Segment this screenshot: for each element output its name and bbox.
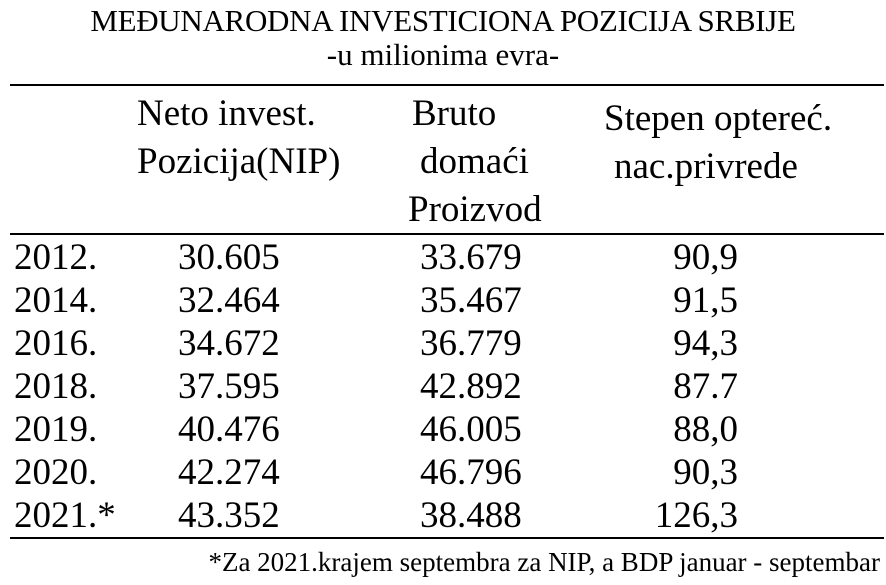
table-row: 2020. 42.274 46.796 90,3: [0, 451, 886, 494]
table-row: 2014. 32.464 35.467 91,5: [0, 279, 886, 322]
header-rule: [10, 233, 884, 235]
footnote: *Za 2021.krajem septembra za NIP, a BDP …: [208, 547, 880, 577]
year-cell: 2021.*: [14, 495, 116, 536]
header-bdp-line-1: Bruto: [412, 93, 497, 134]
nip-cell: 42.274: [178, 452, 280, 493]
bottom-rule: [10, 537, 884, 539]
stepen-cell: 90,3: [673, 452, 738, 493]
year-cell: 2014.: [14, 280, 98, 321]
bdp-cell: 46.005: [420, 409, 522, 450]
table-subtitle: -u milionima evra-: [326, 37, 560, 72]
year-cell: 2018.: [14, 366, 98, 407]
header-bdp: Bruto domaći Proizvod: [408, 90, 542, 234]
bdp-cell: 42.892: [420, 366, 522, 407]
bdp-cell: 36.779: [420, 323, 522, 364]
top-rule: [10, 84, 884, 86]
stepen-cell: 90,9: [673, 237, 738, 278]
nip-cell: 30.605: [178, 237, 280, 278]
nip-cell: 32.464: [178, 280, 280, 321]
header-nip-line-2: Pozicija(NIP): [137, 141, 341, 182]
nip-cell: 37.595: [178, 366, 280, 407]
year-cell: 2016.: [14, 323, 98, 364]
nip-cell: 34.672: [178, 323, 280, 364]
header-nip: Neto invest. Pozicija(NIP): [137, 90, 340, 186]
nip-cell: 43.352: [178, 495, 280, 536]
year-cell: 2019.: [14, 409, 98, 450]
table-title: MEĐUNARODNA INVESTICIONA POZICIJA SRBIJE: [90, 3, 796, 38]
stepen-cell: 88,0: [673, 409, 738, 450]
stepen-cell: 94,3: [673, 323, 738, 364]
header-nip-line-1: Neto invest.: [137, 93, 316, 134]
stepen-cell: 126,3: [654, 495, 738, 536]
bdp-cell: 46.796: [420, 452, 522, 493]
bdp-cell: 35.467: [420, 280, 522, 321]
table-row: 2021.* 43.352 38.488 126,3: [0, 494, 886, 537]
table-row: 2018. 37.595 42.892 87.7: [0, 365, 886, 408]
bdp-cell: 38.488: [420, 495, 522, 536]
stepen-cell: 91,5: [673, 280, 738, 321]
table-row: 2016. 34.672 36.779 94,3: [0, 322, 886, 365]
stepen-cell: 87.7: [673, 366, 738, 407]
header-stepen-line-1: Stepen optereć.: [604, 98, 833, 139]
header-bdp-line-3: Proizvod: [408, 189, 542, 230]
header-stepen: Stepen optereć. nac.privrede: [604, 95, 832, 191]
year-cell: 2012.: [14, 237, 98, 278]
bdp-cell: 33.679: [420, 237, 522, 278]
year-cell: 2020.: [14, 452, 98, 493]
nip-cell: 40.476: [178, 409, 280, 450]
table-row: 2012. 30.605 33.679 90,9: [0, 236, 886, 279]
table-row: 2019. 40.476 46.005 88,0: [0, 408, 886, 451]
header-stepen-line-2: nac.privrede: [614, 146, 798, 187]
header-bdp-line-2: domaći: [420, 141, 529, 182]
